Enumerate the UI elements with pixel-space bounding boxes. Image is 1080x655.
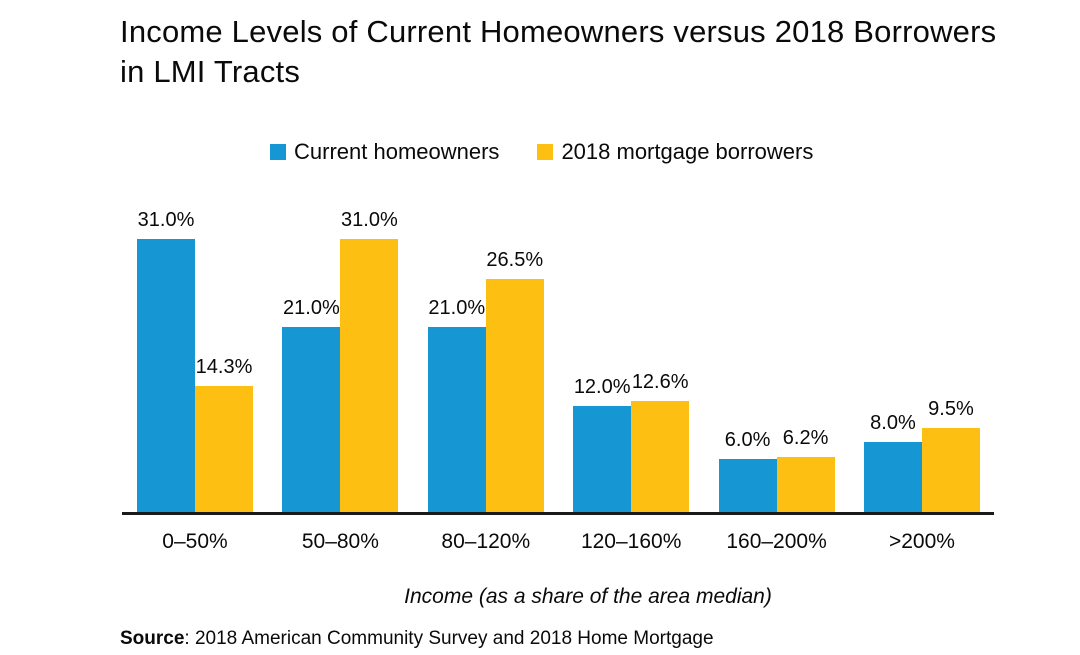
bar-current-homeowners <box>718 459 777 512</box>
bar-value-label: 31.0% <box>341 209 398 231</box>
bar-with-label: 8.0% <box>863 190 922 512</box>
bar-value-label: 9.5% <box>928 398 974 420</box>
bar-value-label: 21.0% <box>283 297 340 319</box>
x-axis-category: 80–120% <box>441 530 531 553</box>
bar-with-label: 21.0% <box>282 190 341 512</box>
bar-2018-mortgage-borrowers <box>921 428 980 512</box>
x-axis-category: 120–160% <box>580 530 682 553</box>
bar-with-label: 6.2% <box>776 190 835 512</box>
bar-value-label: 6.0% <box>724 429 771 451</box>
bar-with-label: 31.0% <box>340 190 399 512</box>
legend-item-2018-mortgage-borrowers: 2018 mortgage borrowers <box>537 139 813 165</box>
bar-value-label: 21.0% <box>428 297 486 319</box>
x-axis-category: >200% <box>888 530 955 553</box>
bar-2018-mortgage-borrowers <box>631 401 690 512</box>
bar-current-homeowners <box>282 327 341 512</box>
bar-value-label: 12.6% <box>631 371 689 393</box>
bar-value-label: 31.0% <box>137 209 195 231</box>
bar-2018-mortgage-borrowers <box>776 457 835 512</box>
bar-with-label: 31.0% <box>137 190 195 512</box>
bar-2018-mortgage-borrowers <box>195 386 253 512</box>
bar-value-label: 12.0% <box>573 376 631 398</box>
bar-current-homeowners <box>137 239 195 512</box>
x-axis-category: 160–200% <box>726 530 827 553</box>
bar-with-label: 26.5% <box>485 190 544 512</box>
x-axis-category: 0–50% <box>162 530 228 553</box>
bar-with-label: 12.0% <box>573 190 632 512</box>
legend-label: 2018 mortgage borrowers <box>561 139 814 164</box>
bar-2018-mortgage-borrowers <box>340 239 399 512</box>
legend-swatch-icon <box>537 144 554 160</box>
bar-value-label: 26.5% <box>486 249 544 271</box>
bar-with-label: 14.3% <box>195 190 253 512</box>
legend-swatch-icon <box>270 144 286 160</box>
bar-value-label: 14.3% <box>195 356 253 378</box>
chart-title: Income Levels of Current Homeowners vers… <box>120 14 997 90</box>
source-text: : 2018 American Community Survey and 201… <box>184 628 714 649</box>
plot-area: 31.0% 14.3% 21.0% 31.0% 21.0% 26.5% 12.0% 12.6%… <box>137 190 980 512</box>
legend-label: Current homeowners <box>294 139 500 164</box>
bar-group: 31.0% 14.3% <box>137 190 253 512</box>
x-axis-category-labels: 0–50% 50–80% 80–120% 120–160% 160–200% >200% <box>137 530 980 554</box>
bar-current-homeowners <box>573 406 632 512</box>
bar-2018-mortgage-borrowers <box>485 279 544 512</box>
x-axis-category: 50–80% <box>301 530 379 553</box>
bar-with-label: 21.0% <box>427 190 486 512</box>
bar-group: 12.0% 12.6% <box>573 190 690 512</box>
bar-with-label: 6.0% <box>718 190 777 512</box>
bar-group: 21.0% 31.0% <box>282 190 399 512</box>
legend-item-current-homeowners: Current homeowners <box>270 139 499 165</box>
bar-group: 8.0% 9.5% <box>863 190 980 512</box>
bar-current-homeowners <box>863 442 922 512</box>
bar-value-label: 6.2% <box>782 427 829 449</box>
bar-group: 21.0% 26.5% <box>427 190 544 512</box>
bar-with-label: 12.6% <box>631 190 690 512</box>
source-label: Source <box>120 628 185 649</box>
x-axis-line <box>122 512 994 515</box>
bar-with-label: 9.5% <box>921 190 980 512</box>
bar-current-homeowners <box>427 327 486 512</box>
chart-legend: Current homeowners 2018 mortgage borrower… <box>270 139 813 165</box>
bar-group: 6.0% 6.2% <box>718 190 835 512</box>
source-note: Source: 2018 American Community Survey a… <box>120 628 714 650</box>
x-axis-title: Income (as a share of the area median) <box>404 585 772 608</box>
bar-value-label: 8.0% <box>870 412 916 434</box>
